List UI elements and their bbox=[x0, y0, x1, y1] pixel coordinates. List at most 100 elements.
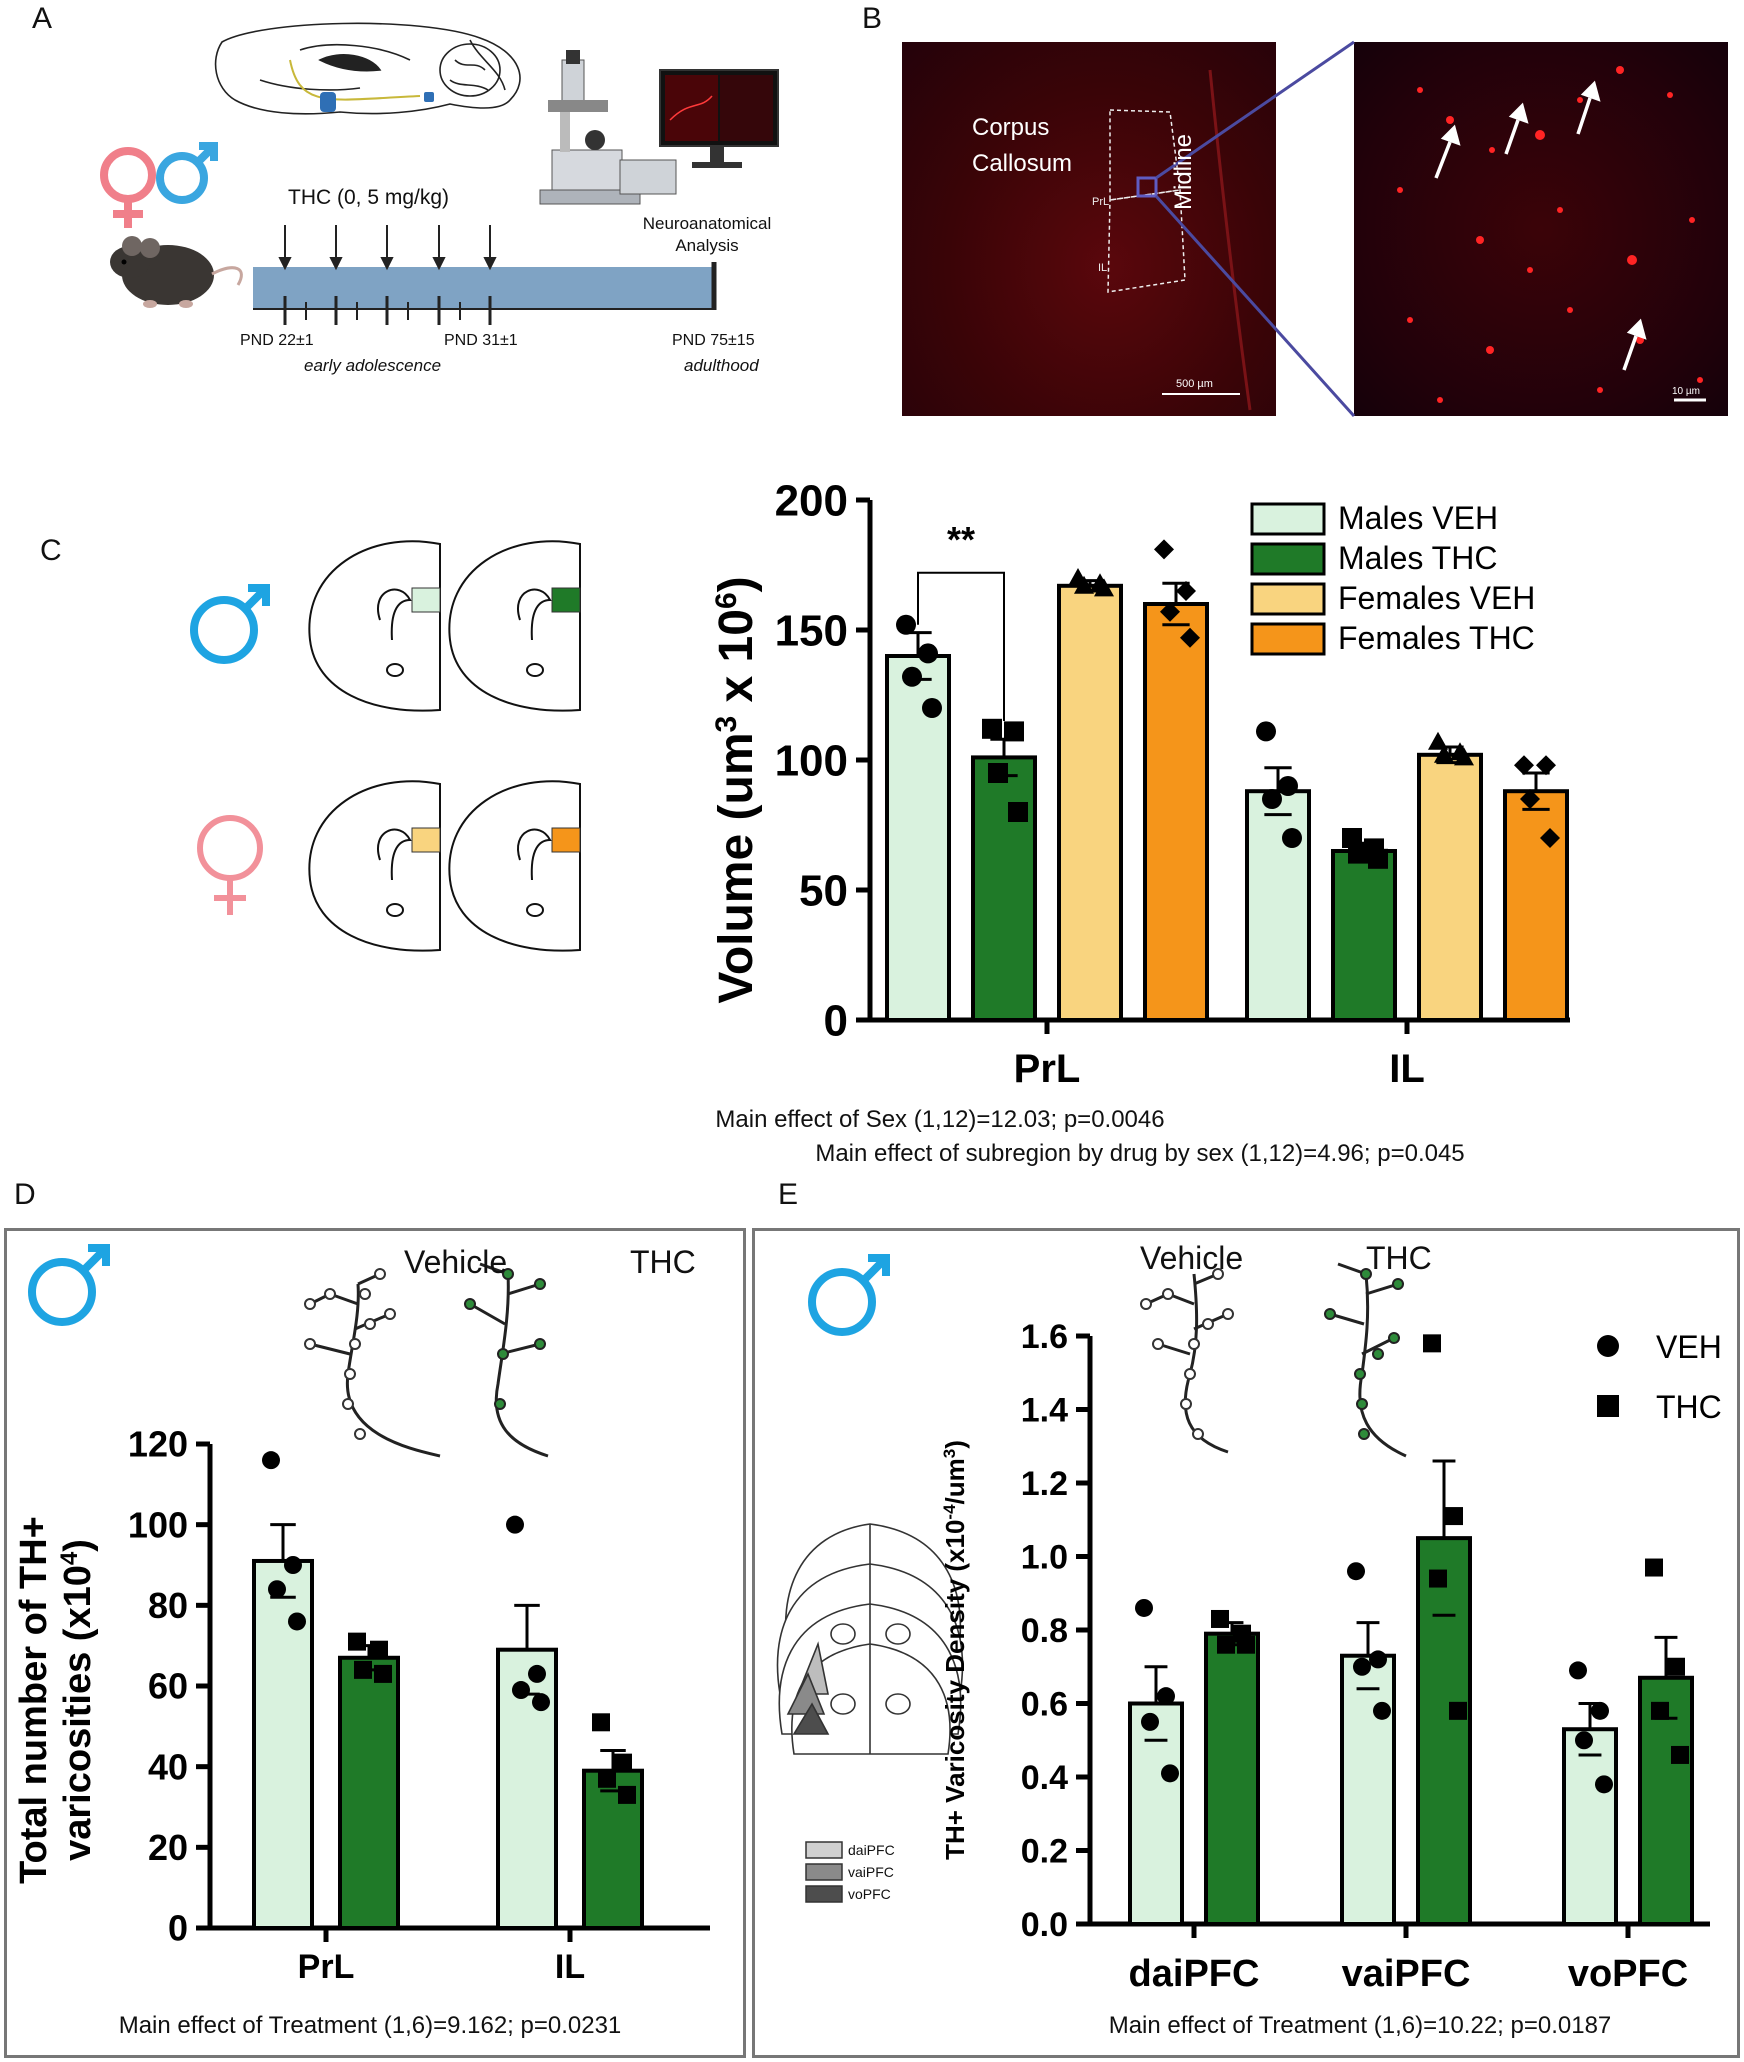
male-symbol-d-icon bbox=[28, 1244, 110, 1326]
panel-e-vehicle-label: Vehicle bbox=[1140, 1240, 1244, 1276]
data-point bbox=[1353, 1657, 1371, 1676]
scale-right-label: 10 µm bbox=[1672, 386, 1700, 397]
data-point bbox=[1373, 1701, 1391, 1720]
vehicle-neuron-e-icon bbox=[1140, 1268, 1234, 1454]
data-point bbox=[896, 614, 916, 635]
prl-region-outline bbox=[1109, 109, 1181, 201]
data-point bbox=[618, 1785, 636, 1804]
data-point bbox=[1569, 1661, 1587, 1680]
panel-e-thc-label: THC bbox=[1366, 1240, 1432, 1276]
chart-e: 0.0 0.2 0.4 0.6 0.8 1.0 1.2 1.4 1.6 daiPFC vaiPFC v… bbox=[940, 1318, 1722, 1995]
atlas-sections bbox=[776, 1523, 964, 1755]
x-tick-label: vaiPFC bbox=[1342, 1953, 1471, 1995]
chart-e-stat: Main effect of Treatment (1,6)=10.22; p=… bbox=[1108, 2012, 1612, 2039]
data-point bbox=[1211, 1609, 1229, 1628]
panel-label-e: E bbox=[778, 1178, 799, 1211]
bar bbox=[252, 1558, 314, 1930]
x-tick-label: daiPFC bbox=[1129, 1953, 1260, 1995]
chart-c: 0 50 100 150 200 PrL IL Volume (um3 x 106) ** Mal… bbox=[710, 476, 1570, 1091]
chart-d: 0 20 40 60 80 100 120 PrL IL Total number of TH+ v… bbox=[13, 1424, 710, 1986]
data-point bbox=[1645, 1558, 1663, 1577]
y-tick-label: 20 bbox=[148, 1827, 188, 1868]
legend-label: Females THC bbox=[1338, 620, 1535, 656]
data-point bbox=[1667, 1657, 1685, 1676]
data-point bbox=[1434, 744, 1454, 763]
zoom-line-bottom bbox=[1154, 194, 1356, 418]
y-tick-label: 0 bbox=[168, 1908, 188, 1949]
stage-adult-label: adulthood bbox=[684, 356, 759, 375]
data-point bbox=[1514, 755, 1534, 776]
data-point bbox=[370, 1640, 388, 1659]
panel-d-icons bbox=[28, 1244, 549, 1458]
data-point bbox=[1520, 789, 1540, 809]
atlas-label-dai: daiPFC bbox=[848, 1842, 895, 1858]
section-female-veh bbox=[308, 780, 441, 952]
bar bbox=[1340, 1653, 1396, 1926]
y-tick-label: 0.8 bbox=[1021, 1612, 1068, 1650]
panel-b-overlay bbox=[1107, 40, 1706, 418]
legend-swatch bbox=[1250, 502, 1326, 536]
chart-c-stat-1: Main effect of Sex (1,12)=12.03; p=0.004… bbox=[715, 1106, 1165, 1133]
atlas-label-vai: vaiPFC bbox=[848, 1864, 894, 1880]
y-tick-label: 40 bbox=[148, 1746, 188, 1787]
y-tick-label: 50 bbox=[799, 866, 848, 915]
data-point bbox=[348, 1632, 366, 1651]
data-point bbox=[1278, 776, 1298, 796]
data-point bbox=[506, 1515, 524, 1534]
panel-e-frame bbox=[752, 1228, 1740, 2058]
data-point bbox=[1160, 601, 1180, 622]
atlas-legend bbox=[805, 1841, 843, 1903]
y-tick-label: 0 bbox=[824, 996, 848, 1045]
y-tick-label: 150 bbox=[775, 606, 848, 655]
data-point bbox=[614, 1753, 632, 1772]
data-point bbox=[1141, 1712, 1159, 1731]
pnd-end-label: PND 75±15 bbox=[672, 332, 755, 349]
panel-a-schematic bbox=[100, 22, 779, 325]
treatment-label: THC (0, 5 mg/kg) bbox=[288, 186, 450, 209]
panel-label-b: B bbox=[862, 2, 883, 35]
analysis-label-1: Neuroanatomical bbox=[642, 214, 772, 233]
bar bbox=[1057, 583, 1123, 1023]
data-point bbox=[1161, 1764, 1179, 1783]
thc-neuron-icon bbox=[464, 1262, 549, 1458]
data-point bbox=[374, 1664, 392, 1683]
data-point bbox=[1428, 731, 1448, 750]
data-point bbox=[528, 1664, 546, 1683]
panel-e-icons bbox=[776, 1254, 1407, 1903]
data-point bbox=[1595, 1775, 1613, 1794]
panel-c-schematics bbox=[190, 540, 581, 952]
timeline-ticks bbox=[283, 296, 492, 325]
data-point bbox=[1262, 789, 1282, 809]
microscope-icon bbox=[539, 50, 677, 205]
x-tick-label: IL bbox=[1389, 1047, 1425, 1091]
data-point bbox=[1429, 1569, 1447, 1588]
bar bbox=[1204, 1631, 1260, 1926]
legend-label: Females VEH bbox=[1338, 580, 1535, 616]
legend-swatch bbox=[1250, 582, 1326, 616]
data-point bbox=[1348, 843, 1368, 864]
data-point bbox=[1536, 755, 1556, 776]
legend-label: Males VEH bbox=[1338, 500, 1498, 536]
y-tick-label: 100 bbox=[128, 1504, 188, 1545]
bar bbox=[1562, 1727, 1618, 1926]
section-female-thc bbox=[448, 780, 581, 952]
data-point bbox=[1540, 828, 1560, 848]
legend-marker bbox=[1597, 1335, 1619, 1357]
data-point bbox=[1074, 575, 1094, 594]
y-axis-label: TH+ Varicosity Density (x10-4/um3) bbox=[940, 1440, 970, 1860]
pfc-marker bbox=[424, 92, 434, 102]
corpus-label-2: Callosum bbox=[972, 150, 1073, 177]
bar bbox=[338, 1655, 400, 1930]
male-symbol-e-icon bbox=[808, 1254, 890, 1336]
legend-swatch bbox=[1250, 542, 1326, 576]
legend-label: VEH bbox=[1656, 1329, 1722, 1365]
y-tick-label: 80 bbox=[148, 1585, 188, 1626]
data-point bbox=[284, 1556, 302, 1574]
data-point bbox=[1369, 1650, 1387, 1669]
zoom-box bbox=[1136, 176, 1158, 198]
panel-d-vehicle-label: Vehicle bbox=[404, 1244, 508, 1280]
y-tick-label: 1.4 bbox=[1021, 1391, 1068, 1429]
corpus-label-1: Corpus bbox=[972, 114, 1050, 141]
panel-label-a: A bbox=[32, 2, 53, 35]
y-tick-label: 60 bbox=[148, 1666, 188, 1707]
